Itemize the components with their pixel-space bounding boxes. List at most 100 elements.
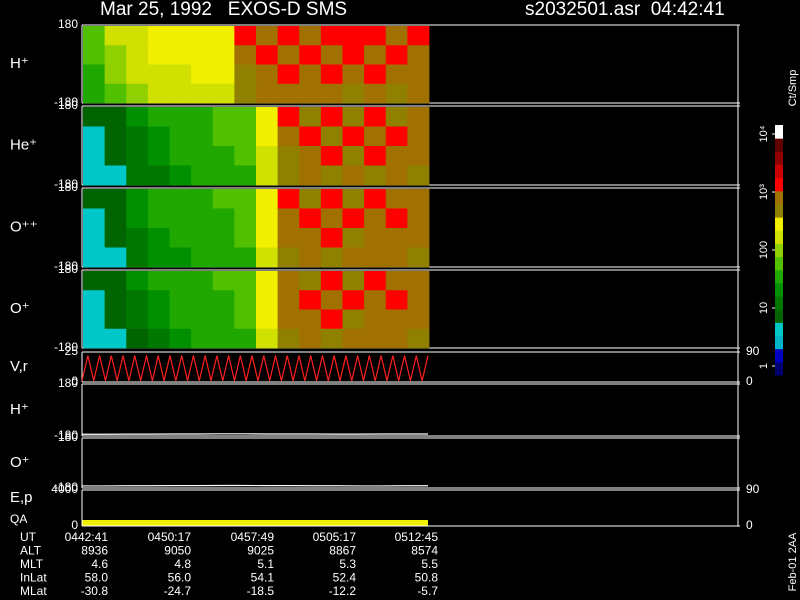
heatmap-cell xyxy=(299,83,322,104)
panel-label: QA xyxy=(10,512,27,526)
colorbar-band xyxy=(775,296,783,310)
heatmap-cell xyxy=(342,165,365,186)
heatmap-cell xyxy=(83,83,106,104)
heatmap-cell xyxy=(147,189,170,209)
heatmap-cell xyxy=(385,146,408,166)
heatmap-cell xyxy=(364,126,387,147)
colorbar-band xyxy=(775,203,783,218)
heatmap-cell xyxy=(169,271,192,291)
heatmap-cell xyxy=(104,271,127,291)
heatmap-cell xyxy=(212,165,235,186)
heatmap-cell xyxy=(277,64,300,85)
heatmap-cell xyxy=(147,107,170,127)
heatmap-cell xyxy=(169,26,192,46)
colorbar-band xyxy=(775,190,783,205)
heatmap-cell xyxy=(212,271,235,291)
heatmap-cell xyxy=(104,189,127,209)
heatmap-cell xyxy=(83,309,106,330)
y2-tick-label: 0 xyxy=(746,374,753,388)
colorbar-band xyxy=(775,322,783,337)
heatmap-cell xyxy=(277,26,300,46)
heatmap-cell xyxy=(234,107,257,127)
heatmap-cell xyxy=(299,107,322,127)
heatmap-cell xyxy=(385,26,408,46)
ephemeris-value: -24.7 xyxy=(164,584,192,598)
heatmap-cell xyxy=(342,290,365,310)
heatmap-cell xyxy=(191,64,214,85)
ephemeris-value: -18.5 xyxy=(247,584,275,598)
y-tick-label: 180 xyxy=(58,180,78,194)
heatmap-cell xyxy=(385,309,408,330)
heatmap-cell xyxy=(407,107,430,127)
heatmap-cell xyxy=(169,146,192,166)
heatmap-cell xyxy=(277,228,300,248)
heatmap-cell xyxy=(299,208,322,229)
heatmap-cell xyxy=(256,290,279,310)
heatmap-cell xyxy=(364,208,387,229)
colorbar-tick-label: 10³ xyxy=(758,184,770,200)
heatmap-cell xyxy=(191,228,214,248)
heatmap-cell xyxy=(169,208,192,229)
heatmap-cell xyxy=(385,228,408,248)
heatmap-cell xyxy=(104,126,127,147)
heatmap-cell xyxy=(320,328,343,349)
heatmap-cell xyxy=(212,107,235,127)
heatmap-cell xyxy=(364,146,387,166)
ephemeris-value: 8867 xyxy=(329,544,356,558)
ephemeris-value: 8574 xyxy=(411,544,438,558)
heatmap-cell xyxy=(256,247,279,268)
heatmap-cell xyxy=(256,64,279,85)
heatmap-cell xyxy=(320,309,343,330)
heatmap-cell xyxy=(191,271,214,291)
heatmap-cell xyxy=(234,83,257,104)
colorbar-band xyxy=(775,348,783,363)
heatmap-cell xyxy=(126,126,149,147)
heatmap-cell xyxy=(407,83,430,104)
ephemeris-label: InLat xyxy=(20,571,47,585)
heatmap-cell xyxy=(212,126,235,147)
panel-label: H⁺ xyxy=(10,55,29,72)
heatmap-cell xyxy=(169,107,192,127)
heatmap-cell xyxy=(234,290,257,310)
heatmap-cell xyxy=(212,328,235,349)
colorbar-label: Ct/Smp xyxy=(787,70,799,107)
heatmap-cell xyxy=(407,26,430,46)
heatmap-cell xyxy=(299,271,322,291)
heatmap-cell xyxy=(407,146,430,166)
heatmap-cell xyxy=(256,208,279,229)
heatmap-cell xyxy=(364,165,387,186)
panel-label: O⁺⁺ xyxy=(10,218,38,235)
y2-tick-label: 90 xyxy=(746,344,760,358)
heatmap-cell xyxy=(234,45,257,65)
heatmap-cell xyxy=(342,26,365,46)
heatmap-cell xyxy=(364,228,387,248)
ephemeris-value: 9025 xyxy=(247,544,274,558)
heatmap-cell xyxy=(342,64,365,85)
heatmap-cell xyxy=(320,228,343,248)
heatmap-cell xyxy=(234,26,257,46)
ephemeris-value: 56.0 xyxy=(168,571,192,585)
ephemeris-value: -5.7 xyxy=(417,584,438,598)
heatmap-cell xyxy=(169,165,192,186)
heatmap-cell xyxy=(256,228,279,248)
heatmap-cell xyxy=(385,290,408,310)
heatmap-cell xyxy=(407,189,430,209)
y-tick-label: 180 xyxy=(58,17,78,31)
heatmap-cell xyxy=(256,189,279,209)
heatmap-cell xyxy=(364,64,387,85)
heatmap-cell xyxy=(147,309,170,330)
heatmap-cell xyxy=(191,126,214,147)
heatmap-cell xyxy=(126,165,149,186)
heatmap-cell xyxy=(277,45,300,65)
heatmap-cell xyxy=(104,26,127,46)
heatmap-cell xyxy=(234,165,257,186)
ephemeris-value: 0512:45 xyxy=(395,530,439,544)
colorbar-band xyxy=(775,151,783,165)
colorbar-band xyxy=(775,243,783,258)
heatmap-cell xyxy=(299,64,322,85)
y-tick-label: 180 xyxy=(58,262,78,276)
heatmap-cell xyxy=(83,165,106,186)
heatmap-cell xyxy=(212,189,235,209)
heatmap-cell xyxy=(234,189,257,209)
